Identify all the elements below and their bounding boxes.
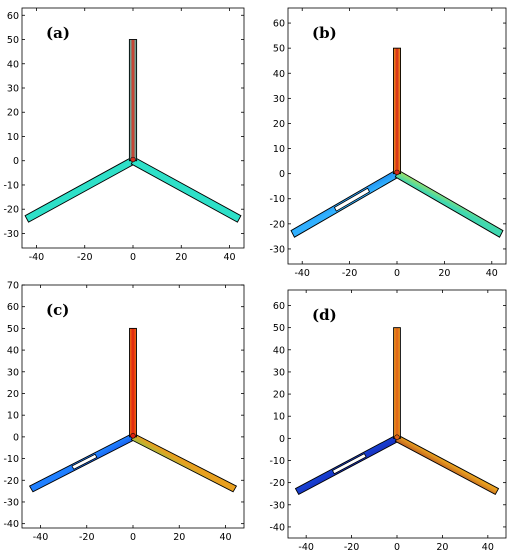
vertical-arm <box>129 327 137 438</box>
x-tick-label: 40 <box>482 542 494 550</box>
y-tick-label: 20 <box>273 390 285 401</box>
panel-a: -40 -20 0 20 40 -30 -20 -10 0 10 20 30 40 50 60 (a) <box>3 7 245 263</box>
x-tick-label: -20 <box>79 532 95 543</box>
x-tick-label: 40 <box>486 268 498 279</box>
junction <box>130 156 136 163</box>
panel-label: (b) <box>312 24 337 42</box>
y-tick-label: 50 <box>273 323 285 334</box>
panel-b: -40 -20 0 20 40 -30 -20 -10 0 10 20 30 40 50 60 (b) <box>269 7 507 279</box>
y-tick-label: -30 <box>269 500 285 511</box>
right-arm <box>130 433 238 493</box>
y-tick-label: -20 <box>3 205 19 216</box>
y-tick-label: -10 <box>269 194 285 205</box>
y-tick-label: -30 <box>3 497 19 508</box>
y-tick-label: 60 <box>273 301 285 312</box>
y-tick-label: 0 <box>279 434 285 445</box>
y-tick-label: 40 <box>273 69 285 80</box>
left-arm <box>24 156 136 223</box>
y-tick-label: 60 <box>7 302 19 313</box>
y-tick-label: 20 <box>7 389 19 400</box>
panel-c: -40 -20 0 20 40 -40 -30 -20 -10 0 10 20 30 40 50 60 70 (c… <box>3 281 245 543</box>
y-tick-label: 0 <box>13 432 19 443</box>
panel-d: -40 -20 0 20 40 -40 -30 -20 -10 0 10 20 30 40 50 60 (d) <box>269 289 507 550</box>
vertical-arm <box>392 47 402 175</box>
x-tick-label: 20 <box>175 252 187 263</box>
right-arm <box>130 156 242 223</box>
y-tick-label: -20 <box>269 219 285 230</box>
y-tick-label: -30 <box>3 229 19 240</box>
y-tick-label: 40 <box>7 346 19 357</box>
y-tick-label: 60 <box>273 19 285 30</box>
panel-label: (a) <box>46 24 70 42</box>
void-gap <box>333 187 371 212</box>
y-tick-label: 20 <box>273 119 285 130</box>
void-gap <box>331 453 367 475</box>
x-tick-label: 0 <box>394 542 400 550</box>
void-gap <box>71 453 98 470</box>
y-tick-label: 40 <box>273 345 285 356</box>
y-tick-label: 10 <box>273 144 285 155</box>
y-tick-label: -10 <box>3 454 19 465</box>
panel-label: (c) <box>46 301 69 319</box>
y-tick-label: 40 <box>7 59 19 70</box>
y-tick-label: 0 <box>279 169 285 180</box>
x-tick-label: -40 <box>298 542 314 550</box>
vertical-arm <box>393 327 401 439</box>
x-tick-label: -40 <box>294 268 310 279</box>
junction <box>130 433 136 439</box>
right-arm <box>394 434 500 496</box>
x-tick-label: -20 <box>342 268 358 279</box>
x-tick-label: 20 <box>438 268 450 279</box>
right-arm <box>394 169 504 238</box>
x-tick-label: 40 <box>219 532 231 543</box>
x-tick-label: -20 <box>344 542 360 550</box>
y-tick-label: 20 <box>7 108 19 119</box>
x-tick-label: -40 <box>29 252 45 263</box>
x-tick-label: 0 <box>130 252 136 263</box>
y-tick-label: -40 <box>3 519 19 530</box>
y-tick-label: -40 <box>269 522 285 533</box>
y-tick-label: -20 <box>269 478 285 489</box>
y-tick-label: -20 <box>3 476 19 487</box>
x-tick-label: -40 <box>33 532 49 543</box>
x-tick-label: 0 <box>130 532 136 543</box>
vertical-arm <box>128 39 138 162</box>
x-tick-label: 40 <box>223 252 235 263</box>
y-tick-label: -10 <box>269 456 285 467</box>
junction <box>394 169 400 176</box>
y-tick-label: 10 <box>7 411 19 422</box>
y-tick-label: 60 <box>7 11 19 22</box>
y-tick-label: 0 <box>13 156 19 167</box>
y-tick-label: 50 <box>7 324 19 335</box>
x-tick-label: -20 <box>77 252 93 263</box>
panel-label: (d) <box>312 306 337 324</box>
x-tick-label: 20 <box>173 532 185 543</box>
y-tick-label: 50 <box>7 35 19 46</box>
y-tick-label: 70 <box>7 281 19 292</box>
y-tick-label: 30 <box>273 367 285 378</box>
y-tick-label: 30 <box>7 84 19 95</box>
x-tick-label: 0 <box>394 268 400 279</box>
y-tick-label: 10 <box>7 132 19 143</box>
x-tick-label: 20 <box>436 542 448 550</box>
y-tick-label: 50 <box>273 44 285 55</box>
y-tick-label: -10 <box>3 180 19 191</box>
junction <box>394 434 400 440</box>
y-tick-label: 30 <box>273 94 285 105</box>
y-tick-label: 10 <box>273 412 285 423</box>
y-tick-label: 30 <box>7 367 19 378</box>
y-tick-label: -30 <box>269 244 285 255</box>
